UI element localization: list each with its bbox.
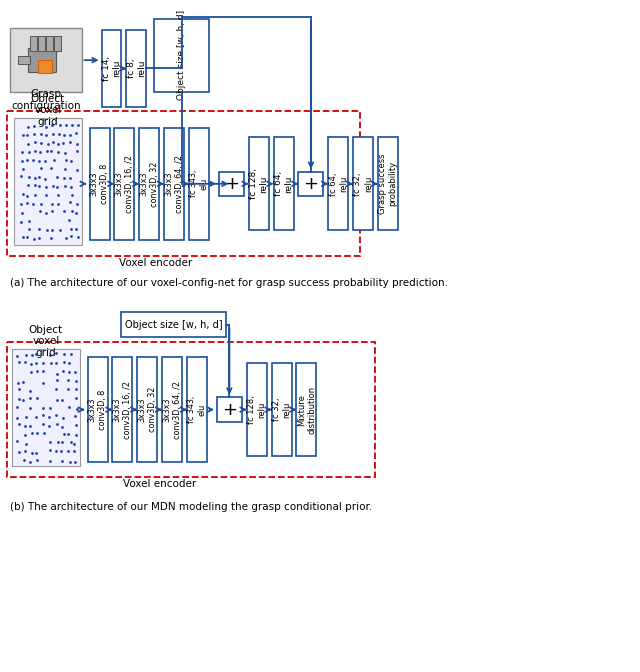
Bar bbox=[298, 171, 323, 196]
Bar bbox=[247, 363, 267, 456]
Text: Grasp success
probability: Grasp success probability bbox=[378, 154, 397, 214]
Bar bbox=[18, 56, 30, 64]
Bar bbox=[12, 349, 79, 466]
Bar bbox=[378, 137, 398, 230]
Text: fc 32,
relu: fc 32, relu bbox=[353, 172, 373, 196]
Text: 3x3x3
conv3D, 64, /2: 3x3x3 conv3D, 64, /2 bbox=[163, 380, 182, 439]
Text: 3x3x3
conv3D, 16, /2: 3x3x3 conv3D, 16, /2 bbox=[113, 380, 132, 439]
Text: fc 128,
relu: fc 128, relu bbox=[247, 395, 266, 424]
Bar bbox=[28, 48, 56, 73]
Bar bbox=[138, 357, 157, 462]
Text: +: + bbox=[224, 175, 239, 193]
Bar bbox=[187, 357, 207, 462]
Bar bbox=[189, 128, 209, 240]
Bar bbox=[113, 357, 132, 462]
Text: fc 8,
relu: fc 8, relu bbox=[127, 58, 146, 78]
Bar bbox=[127, 30, 147, 107]
Text: Voxel encoder: Voxel encoder bbox=[119, 258, 193, 268]
Bar bbox=[162, 357, 182, 462]
Bar bbox=[217, 397, 242, 422]
Bar bbox=[219, 171, 244, 196]
Text: fc 128,
relu: fc 128, relu bbox=[249, 168, 268, 200]
Bar bbox=[122, 312, 226, 337]
Bar bbox=[164, 128, 184, 240]
Text: fc 64,
relu: fc 64, relu bbox=[328, 172, 348, 196]
Bar bbox=[38, 60, 52, 73]
Bar bbox=[10, 28, 82, 92]
Text: Object size [w, h, d]: Object size [w, h, d] bbox=[177, 10, 186, 100]
Text: fc 343,
elu: fc 343, elu bbox=[188, 396, 207, 423]
Bar bbox=[140, 128, 159, 240]
Bar bbox=[271, 363, 291, 456]
Text: 3x3x3
conv3D, 16, /2: 3x3x3 conv3D, 16, /2 bbox=[115, 155, 134, 213]
Bar bbox=[274, 137, 294, 230]
Bar bbox=[328, 137, 348, 230]
Text: Object
voxel
grid: Object voxel grid bbox=[31, 94, 65, 127]
Text: 3x3x3
conv3D, 32: 3x3x3 conv3D, 32 bbox=[138, 387, 157, 432]
Text: 3x3x3
conv3D, 32: 3x3x3 conv3D, 32 bbox=[140, 161, 159, 206]
Bar bbox=[7, 342, 375, 477]
Bar bbox=[353, 137, 373, 230]
Text: Object
voxel
grid: Object voxel grid bbox=[29, 325, 63, 358]
Text: Grasp
configuration: Grasp configuration bbox=[11, 89, 81, 111]
Text: 3x3x3
conv3D, 8: 3x3x3 conv3D, 8 bbox=[90, 164, 109, 204]
Bar bbox=[102, 30, 122, 107]
Text: +: + bbox=[303, 175, 319, 193]
Text: Mixture
distribution: Mixture distribution bbox=[297, 386, 316, 433]
Bar bbox=[14, 118, 82, 245]
Text: (a) The architecture of our voxel-config-net for grasp success probability predi: (a) The architecture of our voxel-config… bbox=[10, 278, 448, 288]
Bar bbox=[30, 36, 37, 51]
Bar bbox=[249, 137, 269, 230]
Text: (b) The architecture of our MDN modeling the grasp conditional prior.: (b) The architecture of our MDN modeling… bbox=[10, 503, 372, 513]
Bar bbox=[88, 357, 108, 462]
Bar bbox=[154, 19, 209, 92]
Text: 3x3x3
conv3D, 8: 3x3x3 conv3D, 8 bbox=[88, 390, 108, 429]
Text: fc 64,
relu: fc 64, relu bbox=[274, 171, 293, 196]
Text: fc 14,
relu: fc 14, relu bbox=[102, 56, 121, 81]
Text: Object size [w, h, d]: Object size [w, h, d] bbox=[125, 320, 223, 329]
Text: +: + bbox=[222, 401, 237, 419]
Bar bbox=[7, 112, 360, 256]
Bar bbox=[38, 36, 45, 51]
Bar bbox=[115, 128, 134, 240]
Bar bbox=[46, 36, 53, 51]
Bar bbox=[54, 36, 61, 51]
Text: 3x3x3
conv3D, 64, /2: 3x3x3 conv3D, 64, /2 bbox=[164, 155, 184, 213]
Text: fc 343,
elu: fc 343, elu bbox=[189, 170, 209, 198]
Bar bbox=[90, 128, 109, 240]
Text: Voxel encoder: Voxel encoder bbox=[123, 479, 196, 489]
Text: fc 32,
relu: fc 32, relu bbox=[272, 398, 291, 421]
Bar bbox=[296, 363, 316, 456]
